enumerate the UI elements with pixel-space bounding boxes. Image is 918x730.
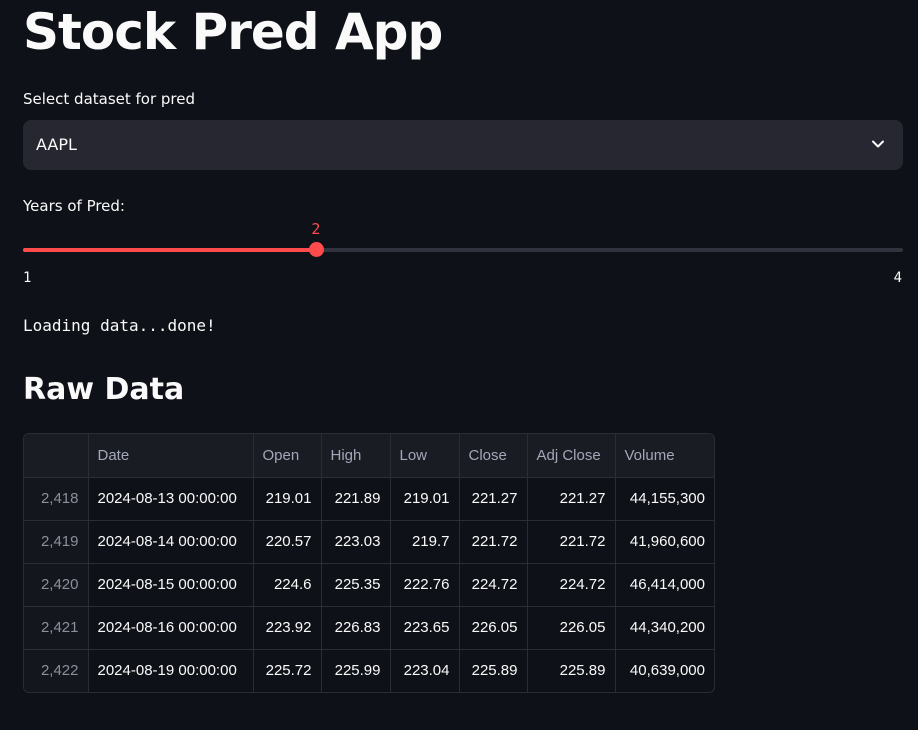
cell-date[interactable]: 2024-08-15 00:00:00 — [88, 563, 254, 607]
cell-adj-close[interactable]: 224.72 — [527, 563, 616, 607]
column-header-close[interactable]: Close — [459, 434, 528, 478]
cell-open[interactable]: 223.92 — [253, 606, 322, 650]
cell-low[interactable]: 223.65 — [390, 606, 460, 650]
table-row: 2,418 2024-08-13 00:00:00 219.01 221.89 … — [24, 477, 714, 521]
cell-open[interactable]: 224.6 — [253, 563, 322, 607]
cell-volume[interactable]: 46,414,000 — [615, 563, 714, 607]
cell-open[interactable]: 225.72 — [253, 649, 322, 692]
table-row: 2,419 2024-08-14 00:00:00 220.57 223.03 … — [24, 520, 714, 564]
years-slider-value: 2 — [311, 220, 321, 238]
cell-adj-close[interactable]: 226.05 — [527, 606, 616, 650]
cell-high[interactable]: 226.83 — [321, 606, 391, 650]
cell-date[interactable]: 2024-08-13 00:00:00 — [88, 477, 254, 521]
cell-volume[interactable]: 44,155,300 — [615, 477, 714, 521]
cell-high[interactable]: 223.03 — [321, 520, 391, 564]
cell-volume[interactable]: 40,639,000 — [629, 662, 705, 680]
cell-close[interactable]: 221.27 — [459, 477, 528, 521]
column-header-low[interactable]: Low — [390, 434, 460, 478]
cell-open[interactable]: 220.57 — [253, 520, 322, 564]
page-title: Stock Pred App — [23, 3, 443, 61]
column-header-volume[interactable]: Volume — [615, 434, 714, 478]
years-slider-track[interactable] — [23, 242, 903, 257]
cell-close[interactable]: 226.05 — [459, 606, 528, 650]
years-slider-min: 1 — [23, 270, 32, 286]
years-slider-max: 4 — [893, 270, 902, 286]
raw-data-heading: Raw Data — [23, 372, 185, 407]
cell-adj-close[interactable]: 221.27 — [527, 477, 616, 521]
row-index[interactable]: 2,421 — [24, 606, 89, 650]
cell-close[interactable]: 225.89 — [459, 649, 528, 692]
cell-volume[interactable]: 44,340,200 — [615, 606, 714, 650]
cell-low[interactable]: 219.01 — [390, 477, 460, 521]
cell-volume[interactable]: 41,960,600 — [615, 520, 714, 564]
years-slider-label: Years of Pred: — [23, 197, 125, 215]
cell-adj-close[interactable]: 221.72 — [527, 520, 616, 564]
cell-low[interactable]: 222.76 — [390, 563, 460, 607]
column-header-open[interactable]: Open — [253, 434, 322, 478]
table-row: 2,420 2024-08-15 00:00:00 224.6 225.35 2… — [24, 563, 714, 607]
cell-open[interactable]: 219.01 — [253, 477, 322, 521]
table-row: 2,422 2024-08-19 00:00:00 225.72 225.99 … — [24, 649, 714, 692]
years-slider-fill — [23, 248, 317, 252]
dataset-select[interactable]: AAPL — [23, 120, 903, 170]
cell-high[interactable]: 225.99 — [321, 649, 391, 692]
row-index[interactable]: 2,420 — [24, 563, 89, 607]
column-header-adj-close[interactable]: Adj Close — [527, 434, 616, 478]
column-header-index[interactable] — [24, 434, 89, 478]
table-header-row: Date Open High Low Close Adj Close Volum… — [24, 434, 714, 478]
cell-low[interactable]: 223.04 — [390, 649, 460, 692]
cell-close[interactable]: 224.72 — [459, 563, 528, 607]
table-row: 2,421 2024-08-16 00:00:00 223.92 226.83 … — [24, 606, 714, 650]
row-index[interactable]: 2,419 — [24, 520, 89, 564]
cell-date[interactable]: 2024-08-14 00:00:00 — [88, 520, 254, 564]
column-header-high[interactable]: High — [321, 434, 391, 478]
cell-close[interactable]: 221.72 — [459, 520, 528, 564]
dataset-select-label: Select dataset for pred — [23, 90, 196, 108]
row-index[interactable]: 2,418 — [24, 477, 89, 521]
status-text: Loading data...done! — [23, 316, 216, 335]
cell-adj-close[interactable]: 225.89 — [527, 649, 616, 692]
chevron-down-icon — [872, 140, 884, 148]
cell-date[interactable]: 2024-08-19 00:00:00 — [88, 649, 254, 692]
cell-high[interactable]: 225.35 — [321, 563, 391, 607]
raw-data-table[interactable]: Date Open High Low Close Adj Close Volum… — [23, 433, 715, 693]
row-index[interactable]: 2,422 — [24, 649, 89, 692]
cell-low[interactable]: 219.7 — [390, 520, 460, 564]
dataset-select-value: AAPL — [36, 135, 77, 154]
column-header-date[interactable]: Date — [88, 434, 254, 478]
cell-high[interactable]: 221.89 — [321, 477, 391, 521]
cell-date[interactable]: 2024-08-16 00:00:00 — [88, 606, 254, 650]
years-slider-thumb[interactable] — [309, 242, 325, 257]
